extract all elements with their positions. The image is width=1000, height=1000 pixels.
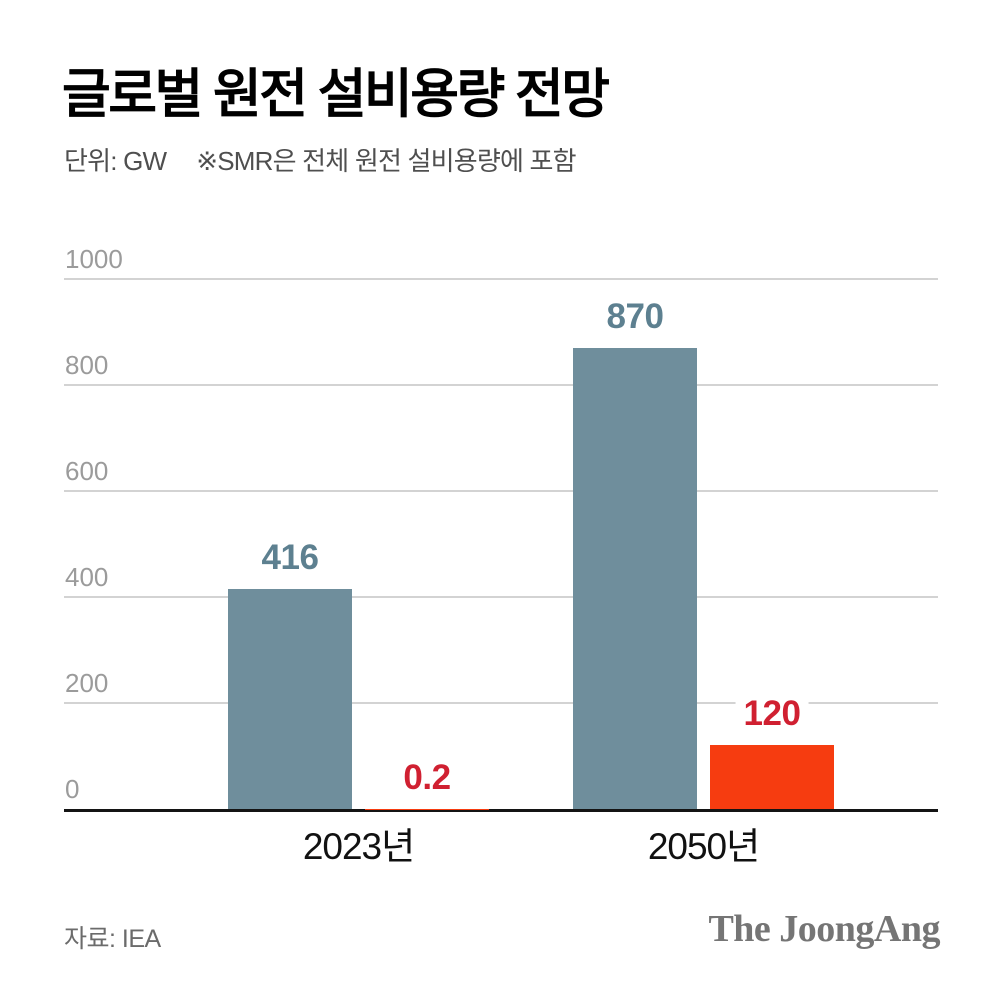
y-tick-label-600: 600: [65, 458, 115, 484]
unit-label: 단위: GW: [64, 146, 167, 176]
y-tick-label-200: 200: [65, 670, 115, 696]
joongang-logo: The JoongAng: [708, 908, 940, 950]
bar-total-nuclear-1: [573, 347, 697, 809]
value-label-total-nuclear-1: 870: [598, 296, 672, 336]
y-tick-label-800: 800: [65, 352, 115, 378]
plot-area: 0 200 400 600 800 1000 416 0.2 2023년 870 120 2050년: [64, 246, 938, 865]
footnote: ※SMR은 전체 원전 설비용량에 포함: [196, 146, 576, 176]
y-tick-label-1000: 1000: [65, 246, 129, 272]
gridline-800: [64, 384, 938, 386]
x-tick-label-1: 2050년: [647, 826, 760, 867]
value-label-smr-0: 0.2: [395, 757, 459, 797]
value-label-smr-1: 120: [735, 694, 809, 734]
source-label: 자료: IEA: [64, 925, 161, 953]
value-label-total-nuclear-0: 416: [253, 537, 327, 577]
bar-total-nuclear-0: [228, 588, 352, 809]
chart-subtitle: 단위: GW ※SMR은 전체 원전 설비용량에 포함: [64, 141, 577, 178]
y-tick-label-0: 0: [65, 776, 86, 802]
bar-smr-1: [710, 745, 834, 809]
gridline-600: [64, 490, 938, 492]
x-tick-label-0: 2023년: [302, 826, 415, 867]
gridline-400: [64, 596, 938, 598]
y-tick-label-400: 400: [65, 564, 115, 590]
gridline-1000: [64, 278, 938, 280]
chart-title: 글로벌 원전 설비용량 전망: [62, 65, 610, 124]
gridline-200: [64, 702, 938, 704]
